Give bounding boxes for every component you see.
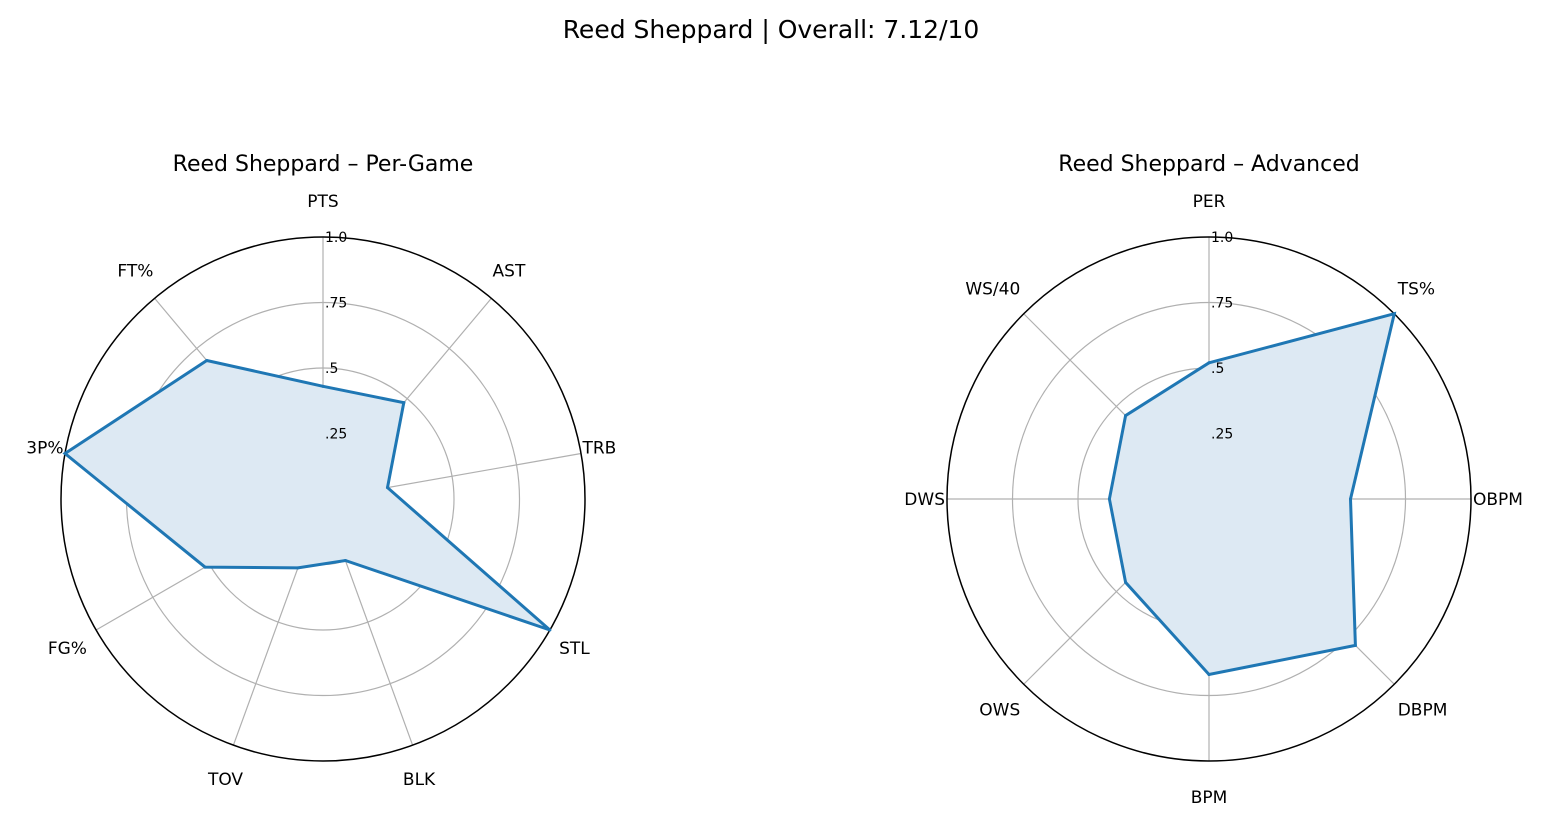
- radial-tick-label: .25: [1211, 427, 1233, 443]
- radial-tick-label: .25: [325, 427, 347, 443]
- data-point-per: [1207, 361, 1211, 365]
- axis-label-pts: PTS: [307, 192, 338, 212]
- axis-label-dws: DWS: [904, 490, 945, 510]
- chart-title: Reed Sheppard – Advanced: [1058, 152, 1359, 177]
- data-point-ast: [402, 401, 406, 405]
- axis-label-ast: AST: [493, 262, 526, 282]
- series-line: [62, 358, 551, 632]
- data-point-dbpm: [1353, 643, 1357, 647]
- data-point-stl: [548, 628, 552, 632]
- radial-tick-label: .5: [325, 361, 338, 377]
- radar-chart-per-game: Reed Sheppard – Per-Game .25 .5 .75 1.0 PTS AS…: [26, 152, 616, 790]
- axis-label-ft-pct: FT%: [117, 262, 153, 282]
- axis-label-ws-per-40: WS/40: [965, 279, 1020, 299]
- axis-label-per: PER: [1193, 192, 1226, 212]
- radial-tick-label: .75: [1211, 296, 1233, 312]
- axis-label-trb: TRB: [581, 438, 616, 458]
- data-point-pts: [321, 384, 325, 388]
- axis-label-blk: BLK: [403, 770, 436, 790]
- data-point-dws: [1107, 497, 1111, 501]
- axis-label-3p-pct: 3P%: [26, 438, 63, 458]
- series-area: [65, 360, 550, 630]
- radial-tick-label: 1.0: [325, 230, 347, 246]
- data-point-ows: [1124, 580, 1128, 584]
- axis-label-ows: OWS: [979, 701, 1020, 721]
- data-point-obpm: [1348, 497, 1352, 501]
- data-point-trb: [386, 486, 390, 490]
- series-area: [1109, 313, 1395, 675]
- data-point-tov: [296, 566, 300, 570]
- radial-tick-label: .75: [325, 296, 347, 312]
- chart-title: Reed Sheppard – Per-Game: [173, 152, 474, 177]
- axis-label-bpm: BPM: [1191, 788, 1228, 808]
- axis-label-stl: STL: [559, 639, 590, 659]
- axis-label-dbpm: DBPM: [1398, 701, 1448, 721]
- axis-label-obpm: OBPM: [1473, 490, 1523, 510]
- data-point-3p-pct: [63, 452, 67, 456]
- data-point-ws-per-40: [1124, 414, 1128, 418]
- data-point-ft-pct: [205, 359, 209, 363]
- axis-label-ts-pct: TS%: [1397, 279, 1435, 299]
- data-point-ts-pct: [1392, 312, 1396, 316]
- data-point-fg-pct: [203, 565, 207, 569]
- polar-frame: [946, 236, 1472, 762]
- data-point-bpm: [1207, 673, 1211, 677]
- figure-suptitle: Reed Sheppard | Overall: 7.12/10: [563, 15, 980, 44]
- axis-label-tov: TOV: [207, 770, 243, 790]
- radial-tick-label: 1.0: [1211, 230, 1233, 246]
- radar-chart-advanced: Reed Sheppard – Advanced .25 .5 .75 1.0 PER TS…: [904, 152, 1523, 808]
- radial-tick-label: .5: [1211, 361, 1224, 377]
- polar-frame: [60, 236, 586, 762]
- data-point-blk: [343, 559, 347, 563]
- axis-label-fg-pct: FG%: [48, 639, 87, 659]
